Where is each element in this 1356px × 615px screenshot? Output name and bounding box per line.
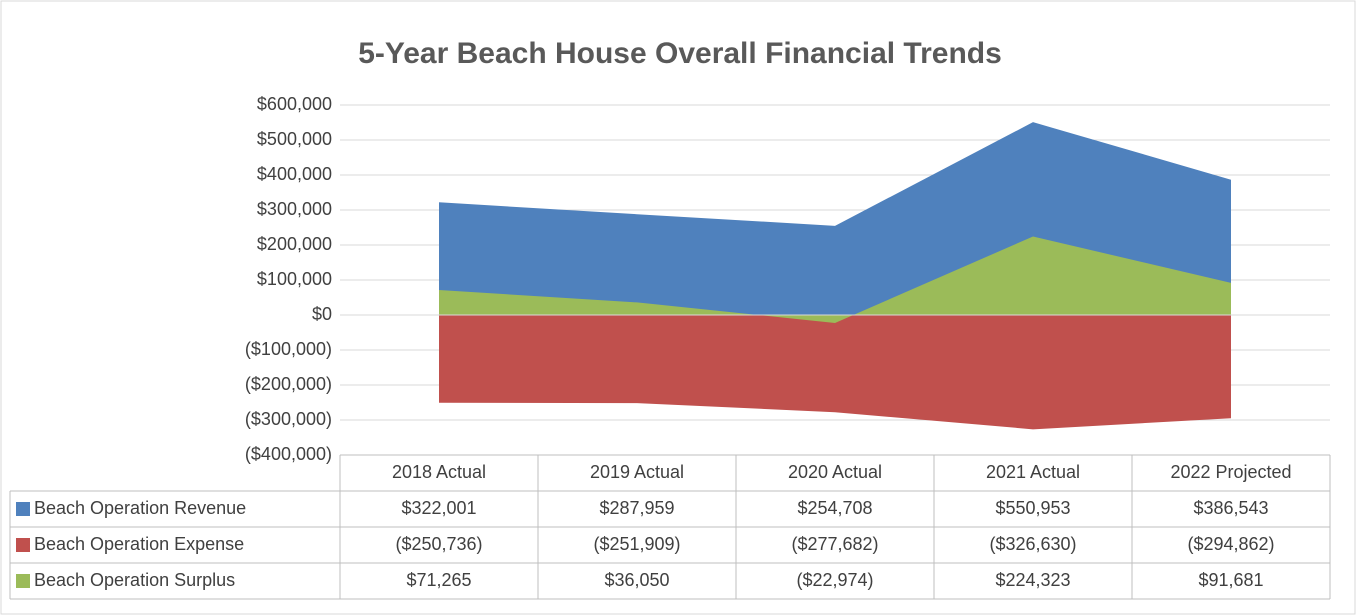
table-cell: $224,323	[995, 570, 1070, 590]
y-tick-label: $400,000	[257, 164, 332, 184]
table-cell: ($326,630)	[989, 534, 1076, 554]
legend-swatch	[16, 502, 30, 516]
y-tick-label: ($100,000)	[245, 339, 332, 359]
x-tick-label: 2021 Actual	[986, 462, 1080, 482]
y-tick-label: $600,000	[257, 94, 332, 114]
table-cell: $254,708	[797, 498, 872, 518]
table-cell: $91,681	[1198, 570, 1263, 590]
y-tick-label: ($400,000)	[245, 444, 332, 464]
legend-label: Beach Operation Expense	[34, 534, 244, 554]
table-cell: $36,050	[604, 570, 669, 590]
table-cell: ($251,909)	[593, 534, 680, 554]
table-cell: ($22,974)	[796, 570, 873, 590]
table-cell: ($294,862)	[1187, 534, 1274, 554]
y-tick-label: $300,000	[257, 199, 332, 219]
legend-label: Beach Operation Surplus	[34, 570, 235, 590]
y-tick-label: $200,000	[257, 234, 332, 254]
table-cell: $550,953	[995, 498, 1070, 518]
table-cell: $71,265	[406, 570, 471, 590]
y-tick-label: $0	[312, 304, 332, 324]
table-cell: ($277,682)	[791, 534, 878, 554]
x-tick-label: 2018 Actual	[392, 462, 486, 482]
y-tick-label: $500,000	[257, 129, 332, 149]
y-tick-label: $100,000	[257, 269, 332, 289]
x-tick-label: 2020 Actual	[788, 462, 882, 482]
chart-title: 5-Year Beach House Overall Financial Tre…	[358, 37, 1002, 70]
legend-swatch	[16, 538, 30, 552]
area	[439, 315, 1231, 430]
table-cell: ($250,736)	[395, 534, 482, 554]
legend-swatch	[16, 574, 30, 588]
x-tick-label: 2019 Actual	[590, 462, 684, 482]
y-tick-label: ($300,000)	[245, 409, 332, 429]
legend-label: Beach Operation Revenue	[34, 498, 246, 518]
table-cell: $287,959	[599, 498, 674, 518]
y-tick-label: ($200,000)	[245, 374, 332, 394]
table-cell: $386,543	[1193, 498, 1268, 518]
table-cell: $322,001	[401, 498, 476, 518]
x-tick-label: 2022 Projected	[1170, 462, 1291, 482]
area	[439, 236, 1231, 324]
